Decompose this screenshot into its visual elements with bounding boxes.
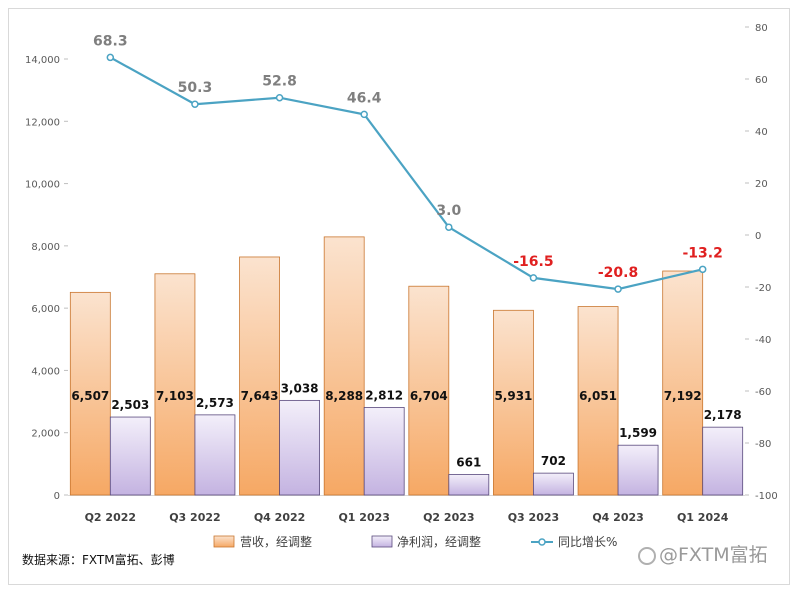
- growth-marker: [191, 100, 199, 108]
- revenue-data-label: 7,192: [664, 389, 702, 403]
- growth-marker: [529, 274, 538, 282]
- profit-bar: [363, 407, 405, 496]
- y-right-tick-label: 80: [755, 23, 768, 34]
- revenue-bar: [408, 285, 450, 496]
- revenue-data-label: 7,643: [241, 389, 279, 403]
- growth-data-label: 50.3: [178, 80, 213, 96]
- growth-data-label: 68.3: [93, 33, 128, 49]
- revenue-data-label: 6,704: [410, 389, 448, 403]
- revenue-bar: [69, 291, 111, 496]
- chart-frame: [8, 8, 790, 585]
- legend-revenue-swatch: [213, 535, 235, 548]
- revenue-bar: [577, 306, 619, 496]
- y-left-tick-label: 0: [54, 491, 60, 502]
- growth-marker: [445, 223, 453, 231]
- watermark-icon: [638, 547, 656, 565]
- x-tick-label: Q3 2022: [169, 511, 220, 524]
- growth-data-label: -20.8: [598, 265, 638, 281]
- y-left-tick-label: 2,000: [31, 429, 60, 440]
- y-left-tick-label: 4,000: [31, 366, 60, 377]
- growth-data-label: 3.0: [436, 203, 461, 219]
- revenue-bar: [154, 273, 196, 496]
- x-tick-label: Q4 2023: [592, 511, 643, 524]
- growth-marker: [698, 265, 707, 274]
- y-right-tick-label: 40: [755, 127, 768, 138]
- growth-marker: [275, 93, 284, 102]
- legend-growth-marker: [538, 538, 546, 546]
- y-right-tick-label: 60: [755, 75, 768, 86]
- profit-bar: [194, 414, 236, 496]
- revenue-data-label: 6,051: [579, 389, 617, 403]
- growth-marker: [614, 285, 622, 293]
- y-left-tick-label: 12,000: [25, 117, 60, 128]
- x-tick-label: Q1 2024: [677, 511, 729, 524]
- watermark: @FXTM富拓: [638, 540, 768, 567]
- profit-data-label: 702: [541, 454, 566, 468]
- profit-bar: [448, 474, 490, 496]
- y-right-tick-label: 0: [755, 231, 761, 242]
- profit-bar: [702, 426, 744, 496]
- growth-data-label: -13.2: [683, 245, 723, 261]
- profit-bar: [617, 444, 659, 496]
- profit-data-label: 2,503: [111, 398, 149, 412]
- revenue-bar: [493, 309, 534, 496]
- growth-marker: [106, 53, 115, 62]
- x-tick-label: Q1 2023: [338, 511, 389, 524]
- revenue-data-label: 8,288: [325, 389, 363, 403]
- y-right-tick-label: -20: [755, 283, 771, 294]
- legend-growth-label: 同比增长%: [558, 535, 617, 549]
- profit-data-label: 2,812: [365, 388, 403, 402]
- y-right-tick-label: -60: [755, 387, 771, 398]
- x-tick-label: Q2 2022: [85, 511, 136, 524]
- revenue-data-label: 5,931: [494, 389, 532, 403]
- revenue-data-label: 6,507: [71, 389, 109, 403]
- revenue-bar: [323, 236, 365, 496]
- profit-data-label: 2,573: [196, 396, 234, 410]
- legend-revenue-label: 营收，经调整: [240, 534, 312, 549]
- revenue-bar: [239, 256, 280, 496]
- growth-data-label: 52.8: [262, 74, 297, 90]
- profit-bar: [109, 416, 151, 496]
- y-left-tick-label: 10,000: [25, 180, 60, 191]
- profit-bar: [279, 399, 320, 496]
- source-note: 数据来源：FXTM富拓、彭博: [22, 553, 175, 567]
- profit-bar: [533, 472, 574, 496]
- revenue-data-label: 7,103: [156, 389, 194, 403]
- profit-data-label: 2,178: [704, 408, 742, 422]
- y-right-tick-label: 20: [755, 179, 768, 190]
- legend-profit-swatch: [371, 535, 393, 548]
- growth-marker: [360, 110, 368, 119]
- profit-data-label: 3,038: [281, 381, 319, 395]
- y-right-tick-label: -40: [755, 335, 771, 346]
- legend-profit-label: 净利润，经调整: [397, 534, 481, 549]
- y-left-tick-label: 14,000: [25, 55, 60, 66]
- growth-data-label: 46.4: [347, 90, 382, 106]
- x-tick-label: Q2 2023: [423, 511, 474, 524]
- y-right-tick-label: -80: [755, 439, 771, 450]
- x-tick-label: Q3 2023: [508, 511, 559, 524]
- revenue-bar: [662, 270, 704, 496]
- profit-data-label: 1,599: [619, 426, 657, 440]
- growth-line: [109, 56, 703, 291]
- x-tick-label: Q4 2022: [254, 511, 305, 524]
- y-right-tick-label: -100: [755, 491, 778, 502]
- profit-data-label: 661: [456, 455, 481, 469]
- growth-data-label: -16.5: [513, 254, 553, 270]
- y-left-tick-label: 8,000: [31, 242, 60, 253]
- y-left-tick-label: 6,000: [31, 304, 60, 315]
- watermark-text: @FXTM富拓: [659, 544, 768, 566]
